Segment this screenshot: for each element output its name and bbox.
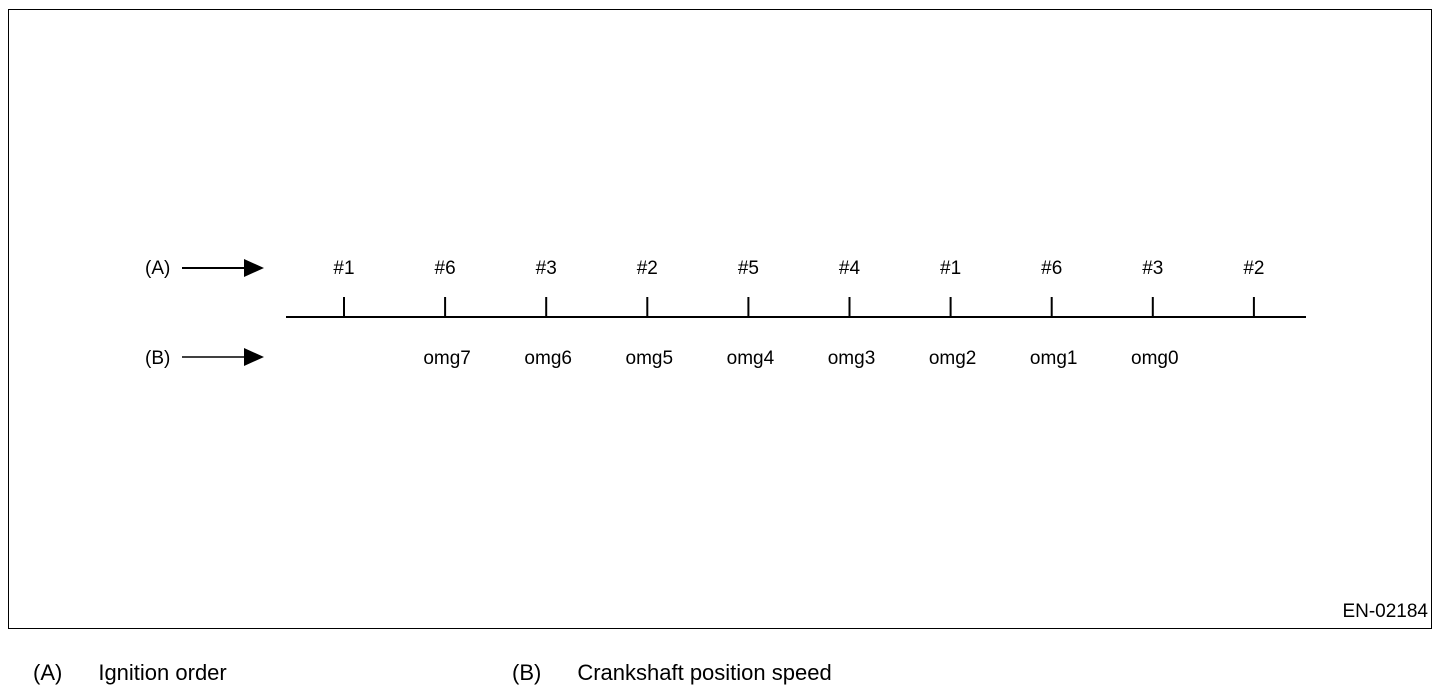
- legend-item-a: (A) Ignition order: [33, 660, 227, 686]
- ignition-label: #6: [1041, 258, 1062, 279]
- ignition-label: #5: [738, 258, 759, 279]
- legend-text-a: Ignition order: [98, 660, 227, 685]
- row-b-arrow: [182, 348, 264, 366]
- row-a-tag: (A): [145, 258, 170, 279]
- speed-label: omg2: [929, 348, 977, 369]
- ignition-labels: #1 #6 #3 #2 #5 #4 #1 #6 #3 #2: [333, 258, 1264, 279]
- speed-label: omg6: [524, 348, 572, 369]
- ignition-label: #3: [536, 258, 557, 279]
- legend-text-b: Crankshaft position speed: [577, 660, 832, 685]
- legend-item-b: (B) Crankshaft position speed: [512, 660, 832, 686]
- ignition-label: #6: [435, 258, 456, 279]
- figure-id: EN-02184: [1342, 601, 1428, 622]
- diagram-frame: [8, 9, 1432, 629]
- ignition-label: #2: [1243, 258, 1264, 279]
- speed-label: omg1: [1030, 348, 1078, 369]
- ignition-label: #2: [637, 258, 658, 279]
- ignition-label: #1: [333, 258, 354, 279]
- legend-key-b: (B): [512, 660, 542, 685]
- speed-label: omg7: [423, 348, 471, 369]
- ignition-label: #1: [940, 258, 961, 279]
- timeline-ticks: [343, 297, 1255, 317]
- ignition-label: #3: [1142, 258, 1163, 279]
- row-b-tag: (B): [145, 348, 170, 369]
- legend-key-a: (A): [33, 660, 63, 685]
- speed-label: omg5: [626, 348, 674, 369]
- ignition-label: #4: [839, 258, 861, 279]
- speed-labels: omg7 omg6 omg5 omg4 omg3 omg2 omg1 omg0: [423, 348, 1178, 369]
- speed-label: omg4: [727, 348, 775, 369]
- speed-label: omg3: [828, 348, 876, 369]
- row-a-arrow: [182, 259, 264, 277]
- speed-label: omg0: [1131, 348, 1179, 369]
